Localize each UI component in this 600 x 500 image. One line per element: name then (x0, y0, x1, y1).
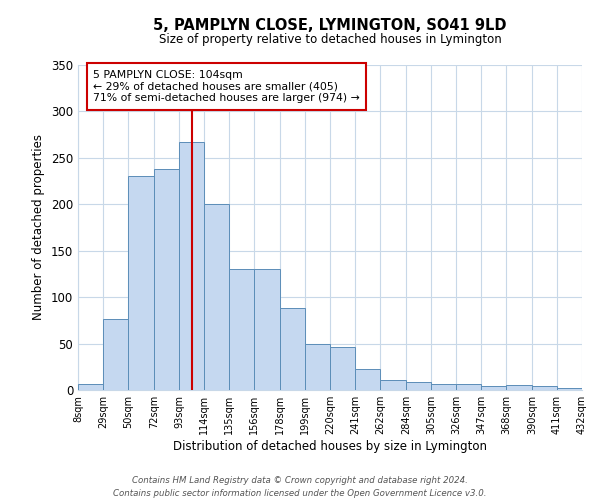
Bar (204, 204, 229, 390)
Bar (254, 270, 280, 390)
Bar (128, 176, 154, 390)
Text: 5, PAMPLYN CLOSE, LYMINGTON, SO41 9LD: 5, PAMPLYN CLOSE, LYMINGTON, SO41 9LD (153, 18, 507, 32)
Bar (506, 386, 532, 390)
Y-axis label: Number of detached properties: Number of detached properties (32, 134, 46, 320)
Bar (280, 308, 305, 390)
Bar (154, 169, 179, 390)
Bar (406, 382, 431, 390)
Text: Contains HM Land Registry data © Crown copyright and database right 2024.
Contai: Contains HM Land Registry data © Crown c… (113, 476, 487, 498)
Bar (103, 318, 128, 390)
Bar (431, 384, 456, 390)
Bar (456, 384, 481, 390)
Bar (78, 384, 103, 390)
Bar (330, 348, 355, 390)
Text: 5 PAMPLYN CLOSE: 104sqm
← 29% of detached houses are smaller (405)
71% of semi-d: 5 PAMPLYN CLOSE: 104sqm ← 29% of detache… (93, 70, 360, 103)
Bar (355, 368, 380, 390)
Bar (481, 386, 506, 390)
Bar (380, 380, 406, 390)
Bar (532, 386, 557, 390)
Bar (229, 270, 254, 390)
X-axis label: Distribution of detached houses by size in Lymington: Distribution of detached houses by size … (173, 440, 487, 453)
Text: Size of property relative to detached houses in Lymington: Size of property relative to detached ho… (158, 32, 502, 46)
Bar (305, 344, 330, 390)
Bar (557, 388, 582, 390)
Bar (179, 142, 204, 390)
